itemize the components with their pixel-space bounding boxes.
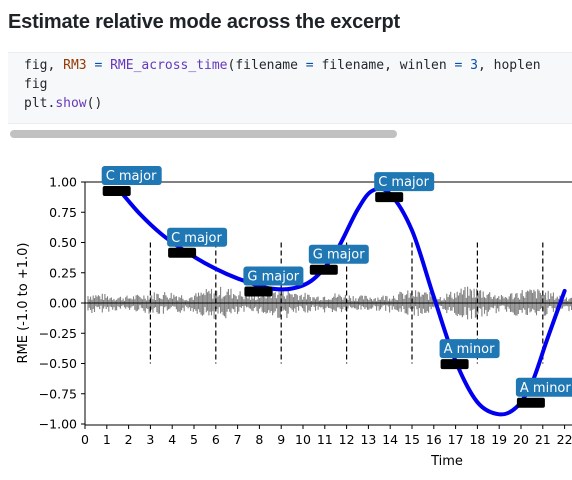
y-tick-label: 1.00: [49, 175, 77, 190]
x-tick-label: 10: [295, 432, 311, 447]
rme-curve: [115, 186, 567, 417]
y-tick-label: 0.75: [49, 205, 77, 220]
key-label-text: C major: [378, 175, 429, 190]
y-tick-label: −0.25: [39, 326, 77, 341]
key-label-box: [167, 227, 228, 247]
key-label-shadow: [440, 359, 469, 370]
key-label-box: [308, 244, 369, 264]
key-label: A minor: [439, 339, 500, 370]
key-label: C major: [167, 227, 228, 258]
x-tick-label: 1: [103, 432, 111, 447]
key-label: A minor: [515, 377, 572, 408]
key-label-text: C major: [171, 231, 222, 246]
y-axis-ticks: 1.00 0.75 0.50 0.25 0.00 −0.25 −0.50 −0.75 −1.00: [39, 175, 85, 432]
key-label-text: A minor: [444, 342, 495, 357]
x-tick-label: 12: [339, 432, 355, 447]
x-tick-label: 15: [404, 432, 420, 447]
x-tick-label: 7: [234, 432, 242, 447]
key-label: G major: [243, 266, 304, 297]
x-tick-label: 3: [146, 432, 154, 447]
key-labels: C major C major G major G major C major A min…: [101, 166, 572, 408]
key-label-box: [101, 166, 162, 186]
x-tick-label: 19: [491, 432, 507, 447]
key-label-text: G major: [247, 269, 299, 284]
x-tick-label: 6: [212, 432, 220, 447]
x-tick-label: 0: [81, 432, 89, 447]
x-tick-label: 21: [535, 432, 551, 447]
key-label-shadow: [102, 186, 131, 197]
x-tick-label: 11: [317, 432, 333, 447]
key-label-text: C major: [106, 169, 157, 184]
key-label-box: [439, 339, 500, 359]
y-tick-label: 0.00: [49, 296, 77, 311]
code-text: fig, RM3 = RME_across_time(filename = fi…: [24, 58, 541, 111]
key-label-text: G major: [313, 248, 365, 263]
key-label-box: [374, 172, 435, 192]
x-tick-label: 9: [277, 432, 285, 447]
section-heading: Estimate relative mode across the excerp…: [8, 11, 400, 33]
code-cell[interactable]: fig, RM3 = RME_across_time(filename = fi…: [8, 52, 572, 124]
key-label: C major: [101, 166, 162, 197]
key-label-shadow: [516, 397, 545, 408]
y-axis-label: RME (-1.0 to +1.0): [16, 243, 31, 364]
x-tick-label: 14: [382, 432, 398, 447]
key-label: G major: [308, 244, 369, 275]
scrollbar-thumb[interactable]: [10, 130, 397, 138]
x-tick-label: 13: [360, 432, 376, 447]
x-tick-label: 2: [125, 432, 133, 447]
key-label: C major: [374, 172, 435, 203]
x-tick-label: 18: [469, 432, 485, 447]
key-label-shadow: [375, 192, 404, 203]
y-tick-label: 0.25: [49, 265, 77, 280]
x-tick-label: 4: [168, 432, 176, 447]
x-tick-label: 16: [426, 432, 442, 447]
y-tick-label: 0.50: [49, 235, 77, 250]
x-tick-label: 8: [255, 432, 263, 447]
y-tick-label: −0.50: [39, 356, 77, 371]
key-label-text: A minor: [520, 381, 571, 396]
y-tick-label: −0.75: [39, 386, 77, 401]
key-label-shadow: [168, 247, 197, 258]
key-label-box: [243, 266, 304, 286]
key-label-shadow: [244, 286, 273, 297]
x-tick-label: 20: [513, 432, 529, 447]
x-axis-ticks: 0 1 2 3 4 5 6 7 8 9 10 11 12 13 14 15 16 17 18 19 20 21 22: [81, 425, 572, 447]
rme-chart: 1.00 0.75 0.50 0.25 0.00 −0.25 −0.50 −0.75 −1.00…: [16, 166, 572, 469]
y-tick-label: −1.00: [39, 417, 77, 432]
x-tick-label: 22: [557, 432, 572, 447]
x-axis-label: Time: [430, 454, 463, 469]
x-tick-label: 5: [190, 432, 198, 447]
x-tick-label: 17: [448, 432, 464, 447]
key-label-box: [515, 377, 572, 397]
key-label-shadow: [309, 264, 338, 275]
